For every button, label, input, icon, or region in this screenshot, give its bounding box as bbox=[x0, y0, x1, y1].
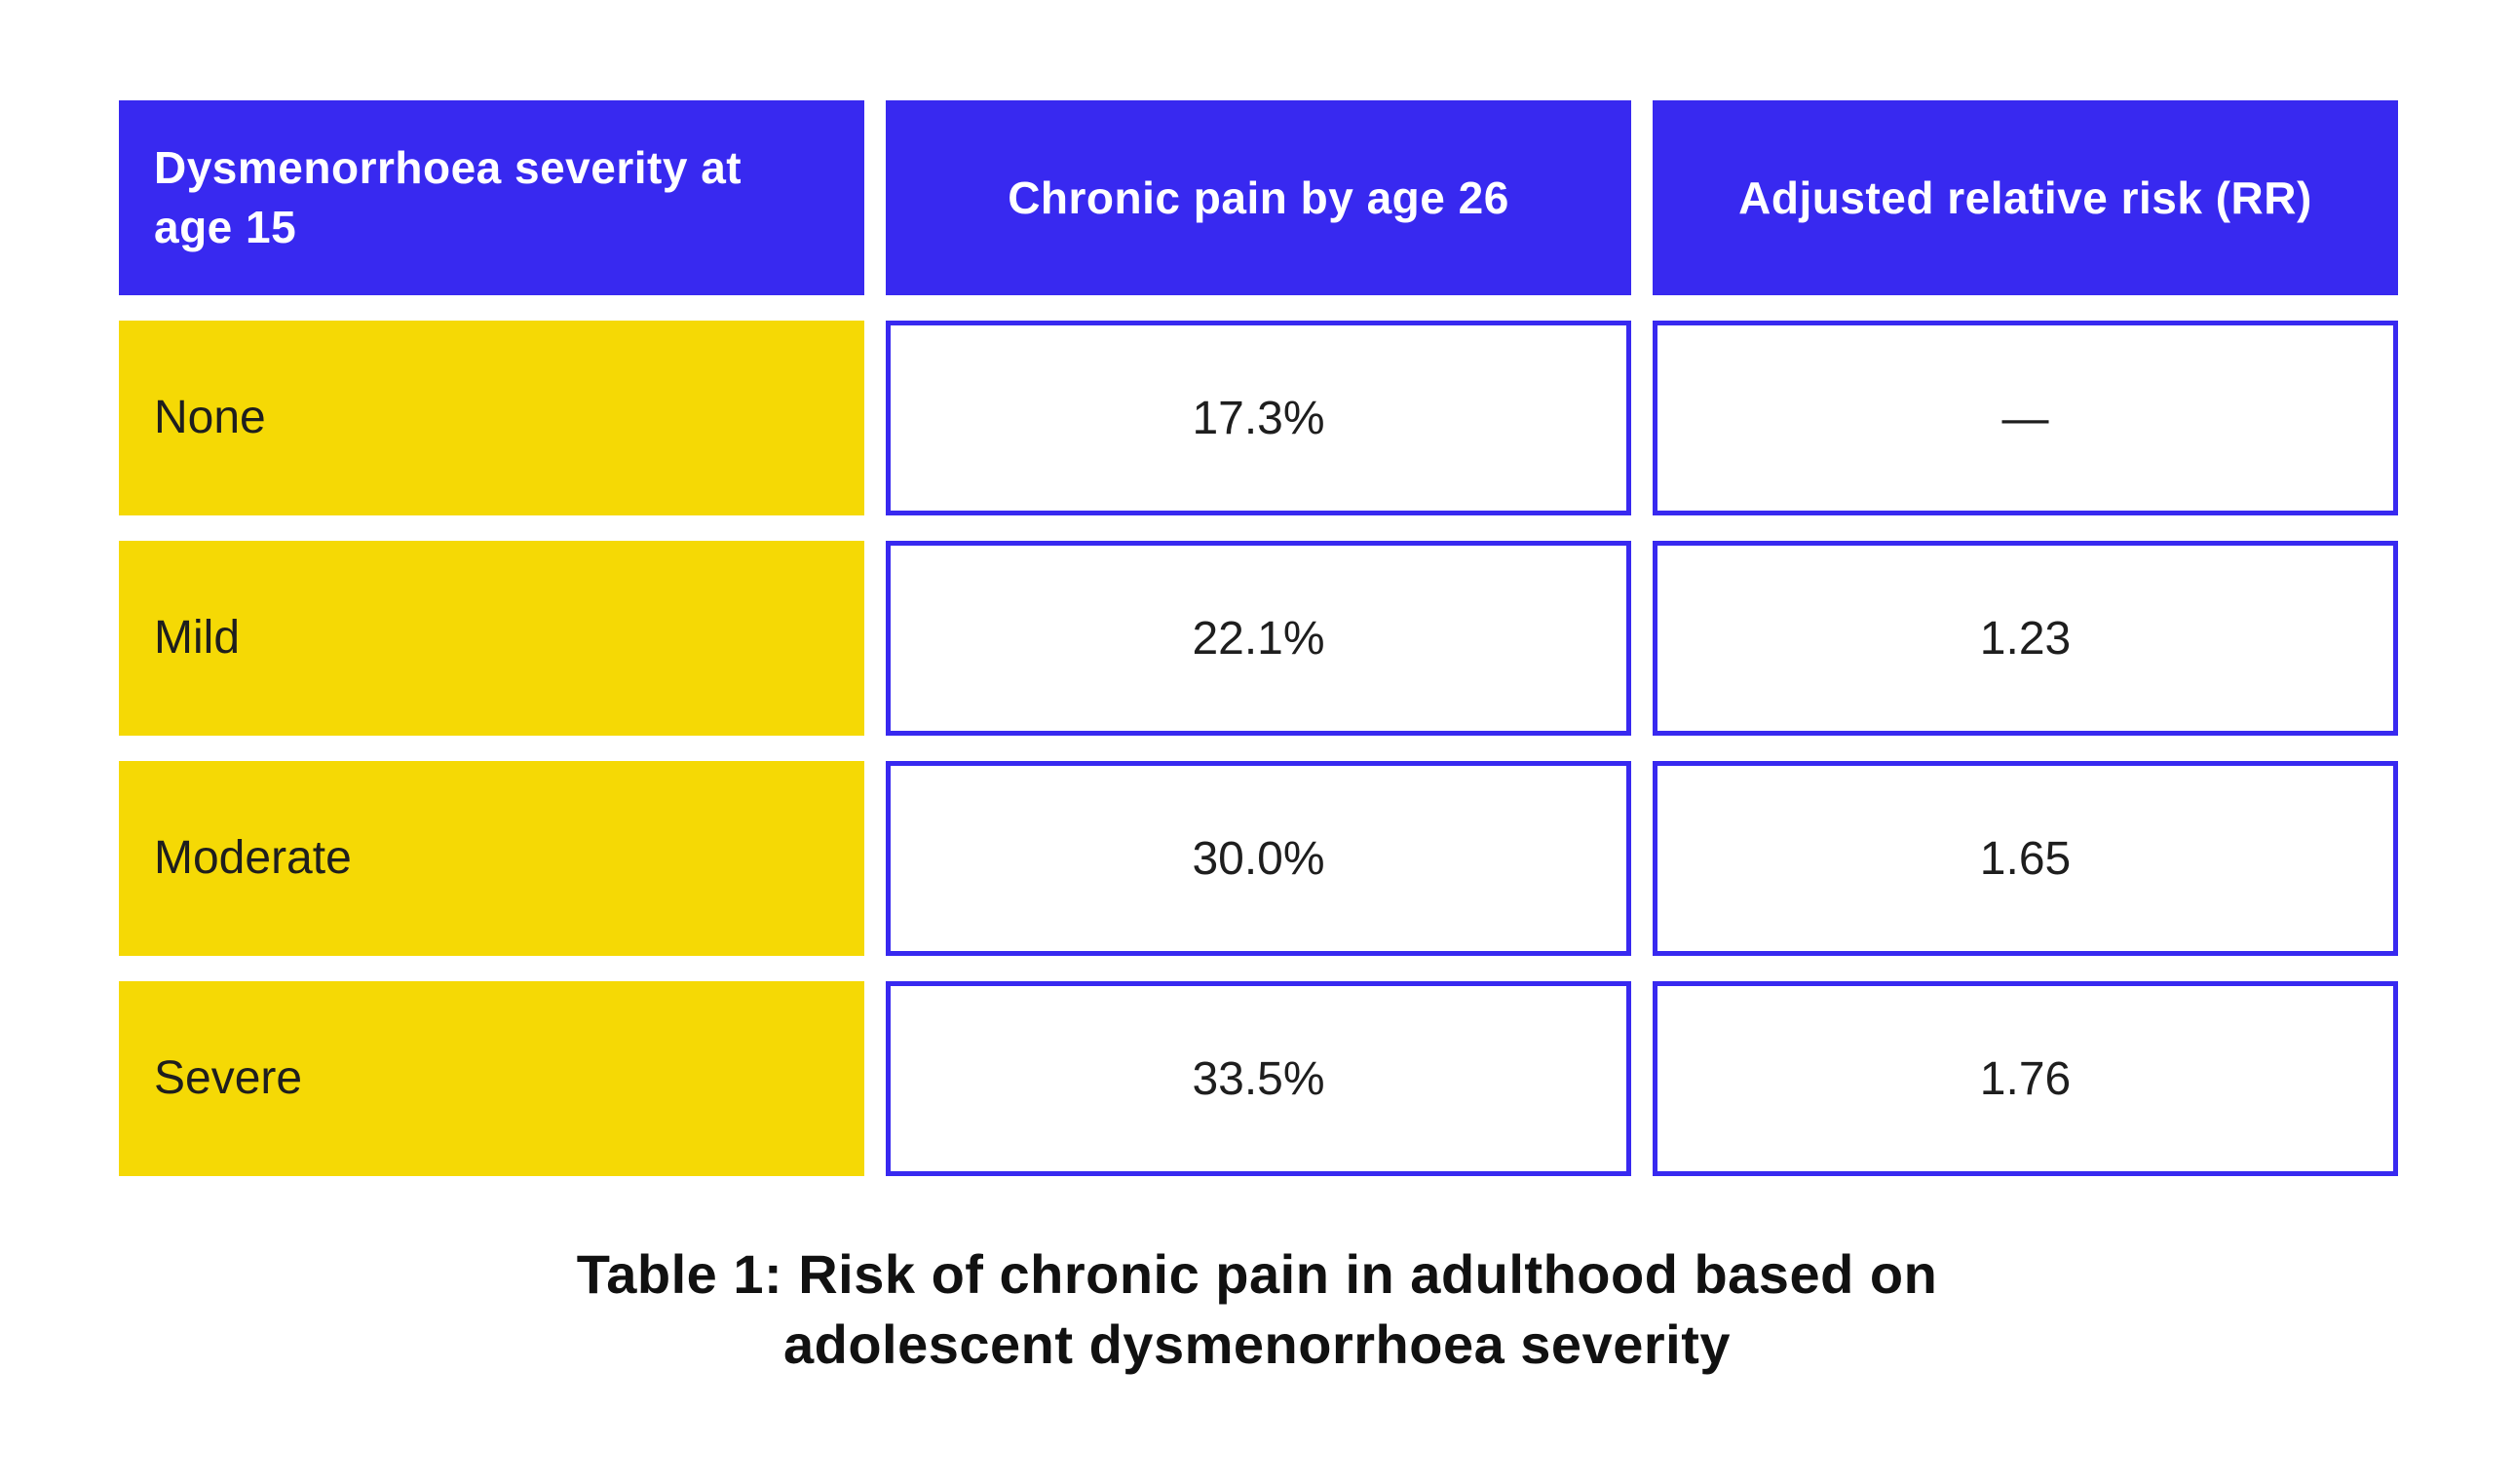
chronic-pain-cell-moderate: 30.0% bbox=[886, 761, 1631, 956]
column-header-chronic-pain: Chronic pain by age 26 bbox=[886, 100, 1631, 295]
relative-risk-cell-none: — bbox=[1653, 321, 2398, 515]
table-caption: Table 1: Risk of chronic pain in adultho… bbox=[0, 1239, 2514, 1380]
chronic-pain-cell-none: 17.3% bbox=[886, 321, 1631, 515]
relative-risk-cell-moderate: 1.65 bbox=[1653, 761, 2398, 956]
caption-line-1: Table 1: Risk of chronic pain in adultho… bbox=[576, 1243, 1938, 1305]
relative-risk-cell-severe: 1.76 bbox=[1653, 981, 2398, 1176]
severity-cell-none: None bbox=[119, 321, 864, 515]
caption-line-2: adolescent dysmenorrhoea severity bbox=[782, 1313, 1732, 1376]
severity-cell-moderate: Moderate bbox=[119, 761, 864, 956]
column-header-severity: Dysmenorrhoea severity at age 15 bbox=[119, 100, 864, 295]
severity-risk-table: Dysmenorrhoea severity at age 15 Chronic… bbox=[119, 100, 2398, 1176]
chronic-pain-cell-mild: 22.1% bbox=[886, 541, 1631, 736]
relative-risk-cell-mild: 1.23 bbox=[1653, 541, 2398, 736]
severity-cell-severe: Severe bbox=[119, 981, 864, 1176]
column-header-relative-risk: Adjusted relative risk (RR) bbox=[1653, 100, 2398, 295]
chronic-pain-cell-severe: 33.5% bbox=[886, 981, 1631, 1176]
severity-cell-mild: Mild bbox=[119, 541, 864, 736]
